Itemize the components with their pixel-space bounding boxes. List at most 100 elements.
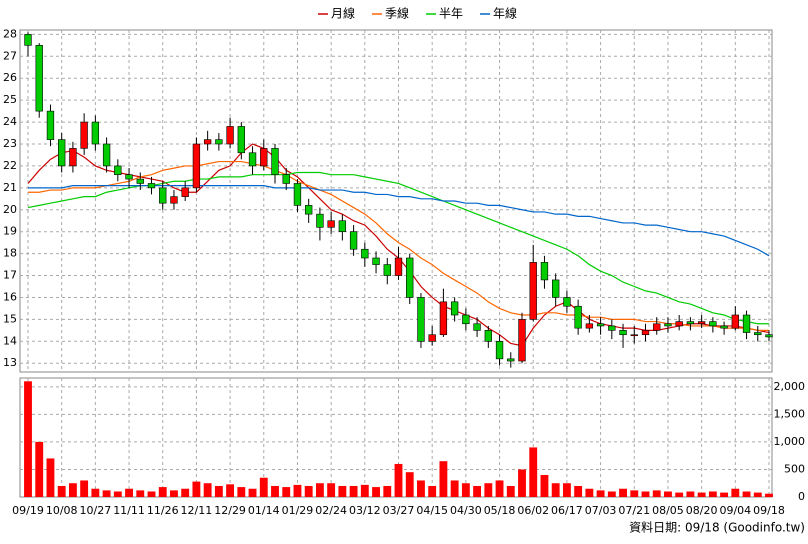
volume-bar (113, 491, 122, 497)
volume-bar (540, 474, 549, 497)
volume-bar (282, 487, 291, 497)
volume-bar (607, 491, 616, 497)
y-tick-label: 17 (3, 269, 17, 282)
volume-bar (226, 484, 235, 497)
candle-body (754, 332, 762, 336)
candle-body (69, 148, 77, 167)
volume-bar (417, 480, 425, 497)
x-tick-label: 12/11 (181, 504, 213, 517)
candle-body (518, 319, 526, 362)
volume-bar (315, 483, 324, 497)
y-tick-label: 15 (3, 312, 17, 325)
volume-bar (450, 480, 459, 497)
volume-bar (405, 472, 414, 497)
volume-bar (596, 490, 605, 497)
volume-bar (372, 487, 380, 497)
volume-bar (338, 485, 347, 497)
volume-bar (765, 493, 773, 497)
volume-bar (170, 490, 178, 497)
volume-bar (630, 490, 639, 497)
volume-bar (349, 485, 358, 497)
volume-bar (271, 485, 279, 497)
volume-bar (731, 488, 740, 497)
price-panel (19, 29, 773, 373)
volume-bar (461, 483, 470, 497)
y-tick-label: 14 (3, 334, 17, 347)
candle-body (215, 139, 223, 145)
x-tick-label: 08/05 (652, 504, 684, 517)
volume-bar (708, 491, 717, 497)
volume-bar (664, 491, 672, 497)
volume-bar (304, 485, 313, 497)
x-tick-label: 06/02 (517, 504, 549, 517)
x-tick-label: 10/27 (80, 504, 112, 517)
volume-bar (136, 490, 145, 497)
candle-body (731, 314, 739, 329)
x-tick-label: 03/12 (349, 504, 381, 517)
volume-bar (102, 490, 111, 497)
volume-bar (24, 381, 32, 497)
volume-bar (35, 441, 44, 497)
candle-body (507, 358, 515, 362)
y-tick-label: 26 (3, 71, 17, 84)
candle-body (237, 126, 245, 154)
y-tick-label: 16 (3, 290, 17, 303)
candle-body (46, 110, 55, 140)
volume-bar (57, 485, 66, 497)
volume-bar (506, 485, 515, 497)
legend-label: 月線 (331, 6, 355, 21)
volume-bar (518, 469, 526, 497)
x-tick-label: 11/26 (147, 504, 179, 517)
volume-bar (697, 492, 706, 497)
candle-body (372, 257, 380, 265)
y2-tick-label: 1,000 (774, 435, 806, 448)
y-tick-label: 19 (3, 225, 17, 238)
candle-body (338, 220, 347, 232)
candle-body (462, 314, 470, 325)
candle-body (406, 257, 414, 298)
candle-body (170, 196, 178, 204)
volume-bar (551, 483, 560, 497)
y-tick-label: 28 (3, 27, 17, 40)
x-tick-label: 07/03 (585, 504, 617, 517)
candle-body (630, 334, 638, 337)
candle-body (574, 305, 582, 329)
candle-body (619, 330, 627, 336)
candle-body (58, 139, 66, 167)
candle-body (608, 325, 616, 331)
candle-body (585, 323, 594, 329)
x-tick-label: 08/20 (686, 504, 718, 517)
x-tick-label: 07/21 (618, 504, 650, 517)
volume-bar (495, 480, 504, 497)
x-tick-label: 06/17 (551, 504, 583, 517)
x-tick-label: 09/04 (719, 504, 751, 517)
volume-bar (484, 483, 493, 497)
candle-body (394, 257, 403, 276)
volume-bar (529, 447, 538, 497)
volume-bar (720, 492, 729, 497)
legend-label: 半年 (439, 7, 463, 21)
candle-body (596, 323, 605, 327)
volume-bar (619, 488, 627, 497)
candle-body (641, 330, 650, 336)
candle-body (91, 121, 100, 145)
candle-body (125, 174, 133, 180)
candle-body (361, 248, 369, 259)
x-tick-label: 05/18 (484, 504, 516, 517)
candle-body (540, 262, 549, 281)
legend-label: 年線 (493, 6, 517, 21)
y-tick-label: 23 (3, 137, 17, 150)
x-tick-label: 09/19 (12, 504, 44, 517)
volume-bar (327, 483, 336, 497)
volume-bar (237, 487, 246, 497)
candle-body (383, 264, 391, 276)
candle-body (316, 213, 324, 228)
volume-bar (68, 483, 77, 497)
volume-bar (473, 485, 482, 497)
volume-bar (439, 461, 448, 497)
volume-bar (147, 491, 156, 497)
candle-body (529, 262, 537, 320)
y2-tick-label: 2,000 (774, 380, 806, 393)
candle-body (664, 323, 672, 327)
